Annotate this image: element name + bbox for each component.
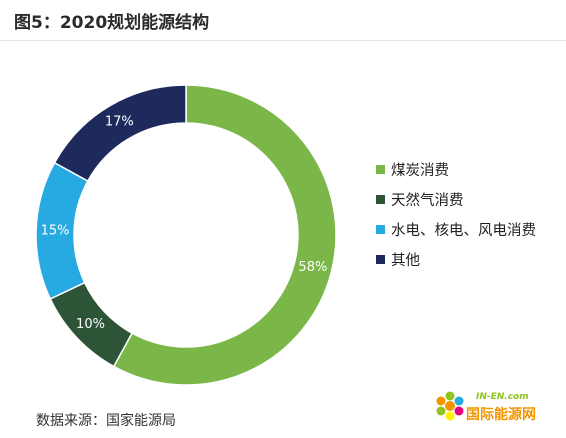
legend-swatch — [376, 164, 385, 174]
legend-label: 其他 — [391, 252, 420, 269]
legend-item-other: 其他 — [376, 244, 536, 274]
legend-swatch — [376, 194, 385, 204]
data-label-hydro-nuclear-wind: 15% — [41, 223, 70, 238]
title-divider — [0, 40, 566, 41]
watermark-logo: IN-EN.com 国际能源网 — [436, 386, 554, 430]
donut-slice-other — [53, 84, 187, 183]
legend-item-hydro-nuclear-wind: 水电、核电、风电消费 — [376, 214, 536, 244]
chart-title: 图5：2020规划能源结构 — [14, 13, 210, 33]
watermark-name: 国际能源网 — [466, 407, 536, 423]
legend-item-gas: 天然气消费 — [376, 184, 536, 214]
data-label-coal: 58% — [298, 260, 327, 275]
chart-legend: 煤炭消费 天然气消费 水电、核电、风电消费 其他 — [376, 154, 536, 274]
legend-label: 煤炭消费 — [391, 162, 449, 179]
legend-label: 天然气消费 — [391, 192, 464, 209]
data-label-other: 17% — [105, 115, 134, 130]
legend-swatch — [376, 254, 385, 264]
donut-slice-coal — [112, 84, 337, 386]
data-label-gas: 10% — [76, 317, 105, 332]
source-note: 数据来源：国家能源局 — [36, 413, 176, 429]
watermark-domain: IN-EN.com — [476, 392, 529, 402]
legend-item-coal: 煤炭消费 — [376, 154, 536, 184]
legend-label: 水电、核电、风电消费 — [391, 222, 536, 239]
legend-swatch — [376, 224, 385, 234]
flower-logo-icon — [436, 391, 464, 421]
